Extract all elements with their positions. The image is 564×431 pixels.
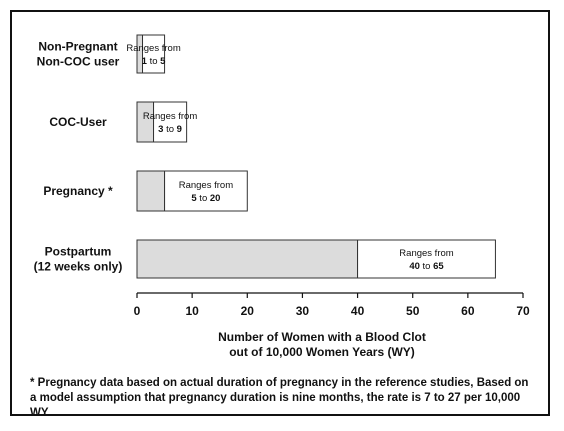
x-axis-label-line-1: Number of Women with a Blood Clot [218, 330, 426, 344]
x-tick-label-4: 40 [351, 304, 365, 318]
category-label-3-0: Postpartum [45, 245, 112, 259]
range-label-values-0: 1 to 5 [142, 56, 167, 67]
x-tick-label-3: 30 [296, 304, 310, 318]
x-tick-label-1: 10 [185, 304, 199, 318]
category-label-2-0: Pregnancy * [43, 184, 113, 198]
x-tick-label-6: 60 [461, 304, 475, 318]
bar-low-2 [136, 170, 166, 212]
category-label-0-1: Non-COC user [37, 55, 120, 69]
range-label-values-2: 5 to 20 [191, 193, 220, 204]
range-label-prefix-0: Ranges from [126, 43, 180, 54]
x-axis-label: Number of Women with a Blood Clot out of… [150, 330, 494, 360]
category-label-1-0: COC-User [49, 115, 107, 129]
x-axis-label-line-2: out of 10,000 Women Years (WY) [229, 345, 415, 359]
category-label-0-0: Non-Pregnant [38, 40, 117, 54]
bar-low-1 [136, 101, 155, 143]
x-tick-label-7: 70 [516, 304, 530, 318]
bar-low-3 [136, 239, 359, 279]
range-label-values-1: 3 to 9 [158, 124, 182, 135]
bar-range-3 [357, 239, 496, 279]
chart-frame [10, 10, 550, 416]
x-tick-label-2: 20 [241, 304, 255, 318]
x-tick-label-0: 0 [134, 304, 141, 318]
range-label-prefix-1: Ranges from [143, 111, 197, 122]
category-label-3-1: (12 weeks only) [34, 260, 123, 274]
footnote: * Pregnancy data based on actual duratio… [30, 377, 529, 419]
bar-low-0 [136, 34, 144, 74]
range-label-prefix-2: Ranges from [179, 180, 233, 191]
range-label-prefix-3: Ranges from [399, 248, 453, 259]
bar-range-1 [153, 101, 188, 143]
x-tick-label-5: 50 [406, 304, 420, 318]
bar-range-2 [164, 170, 248, 212]
bar-range-0 [142, 34, 166, 74]
range-label-values-3: 40 to 65 [409, 261, 444, 272]
